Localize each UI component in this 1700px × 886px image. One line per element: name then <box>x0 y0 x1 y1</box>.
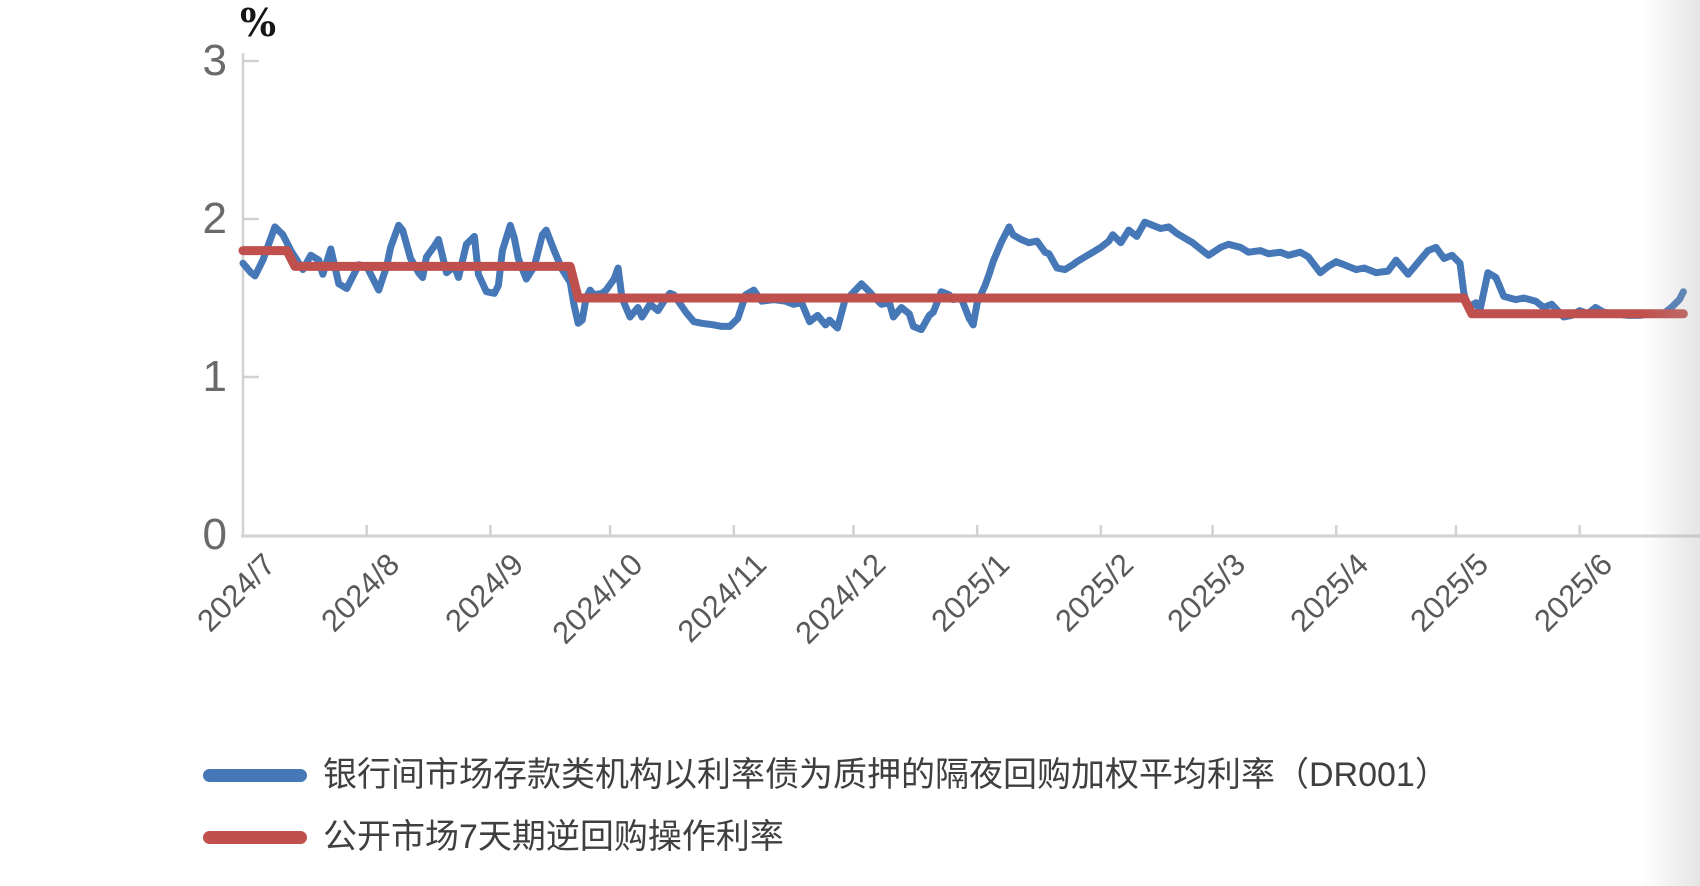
legend-item-dr001: 银行间市场存款类机构以利率债为质押的隔夜回购加权平均利率（DR001） <box>203 744 1449 806</box>
rates-line-chart <box>238 53 1700 538</box>
policy-rate-line-swatch <box>203 830 307 844</box>
dr001-line-swatch <box>203 768 307 782</box>
legend-item-policy-rate: 公开市场7天期逆回购操作利率 <box>203 806 1449 868</box>
y-tick-label-3: 3 <box>202 36 227 85</box>
policy-rate-legend-label: 公开市场7天期逆回购操作利率 <box>323 817 784 856</box>
y-tick-label-2: 2 <box>202 194 227 243</box>
chart-legend: 银行间市场存款类机构以利率债为质押的隔夜回购加权平均利率（DR001） 公开市场… <box>203 744 1449 868</box>
policy-rate-series-line <box>238 246 1688 319</box>
dr001-legend-label: 银行间市场存款类机构以利率债为质押的隔夜回购加权平均利率（DR001） <box>323 755 1449 794</box>
y-tick-label-1: 1 <box>202 352 227 401</box>
y-axis-unit-label: % <box>240 0 277 45</box>
y-tick-label-0: 0 <box>202 510 227 559</box>
